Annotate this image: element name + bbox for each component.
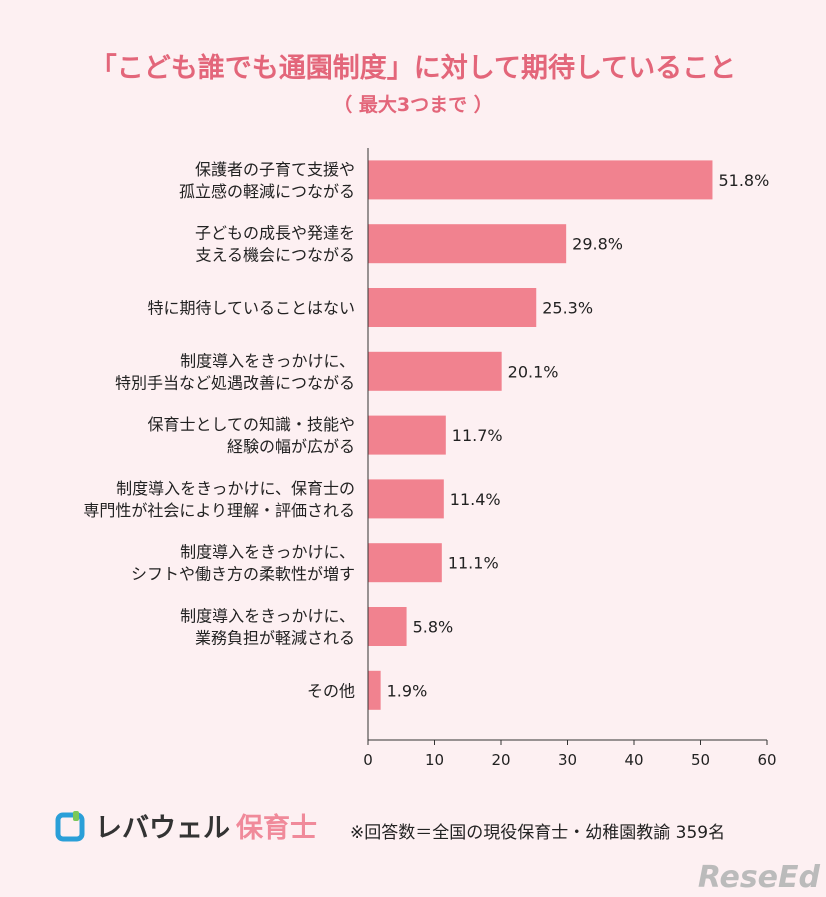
category-label: 子どもの成長や発達を xyxy=(195,224,355,243)
category-label: 孤立感の軽減につながる xyxy=(179,182,355,201)
category-label: 保護者の子育て支援や xyxy=(195,160,355,179)
respondents-note: ※回答数＝全国の現役保育士・幼稚園教諭 359名 xyxy=(350,823,726,843)
x-tick-label: 30 xyxy=(558,751,577,769)
logo-text: レバウェル xyxy=(95,813,230,844)
category-label: 保育士としての知識・技能や xyxy=(147,415,355,434)
value-label: 5.8% xyxy=(413,618,454,637)
bar xyxy=(368,288,537,327)
category-label: 専門性が社会により理解・評価される xyxy=(83,501,355,520)
value-label: 51.8% xyxy=(718,171,769,190)
brand-logo: レバウェル 保育士 xyxy=(55,806,317,845)
category-label: 制度導入をきっかけに、 xyxy=(180,351,355,370)
chart-title: 「こども誰でも通園制度」に対して期待していること xyxy=(89,53,737,84)
value-label: 20.1% xyxy=(508,362,559,381)
category-label: 特に期待していることはない xyxy=(147,299,355,318)
x-tick-label: 60 xyxy=(757,751,776,769)
value-label: 11.4% xyxy=(450,490,501,509)
logo-text-accent: 保育士 xyxy=(236,813,317,844)
x-tick-label: 20 xyxy=(491,751,510,769)
bar xyxy=(368,607,407,646)
value-label: 11.1% xyxy=(448,554,499,573)
category-label: 支える機会につながる xyxy=(195,246,355,265)
value-label: 25.3% xyxy=(542,299,593,318)
category-label: 制度導入をきっかけに、 xyxy=(180,543,355,562)
chart-subtitle: （ 最大3つまで ） xyxy=(333,94,493,116)
x-tick-label: 10 xyxy=(425,751,444,769)
bar xyxy=(368,670,381,710)
value-label: 1.9% xyxy=(387,681,428,700)
value-label: 29.8% xyxy=(572,235,623,254)
category-label: 特別手当など処遇改善につながる xyxy=(115,373,355,392)
category-label: その他 xyxy=(307,681,355,700)
x-tick-label: 40 xyxy=(624,751,643,769)
watermark: ReseEd xyxy=(697,860,820,895)
bar xyxy=(368,160,713,200)
x-tick-label: 50 xyxy=(691,751,710,769)
x-tick-label: 0 xyxy=(363,751,373,769)
category-label: 経験の幅が広がる xyxy=(227,437,355,456)
category-label: 業務負担が軽減される xyxy=(195,629,355,648)
logo-icon xyxy=(55,810,85,841)
bar xyxy=(368,479,444,519)
bar xyxy=(368,351,502,391)
category-label: 制度導入をきっかけに、 xyxy=(180,607,355,626)
category-label: シフトや働き方の柔軟性が増す xyxy=(131,565,355,584)
value-label: 11.7% xyxy=(452,426,503,445)
bar xyxy=(368,224,567,264)
bar xyxy=(368,543,442,583)
bar xyxy=(368,415,446,455)
category-label: 制度導入をきっかけに、保育士の xyxy=(116,479,355,498)
